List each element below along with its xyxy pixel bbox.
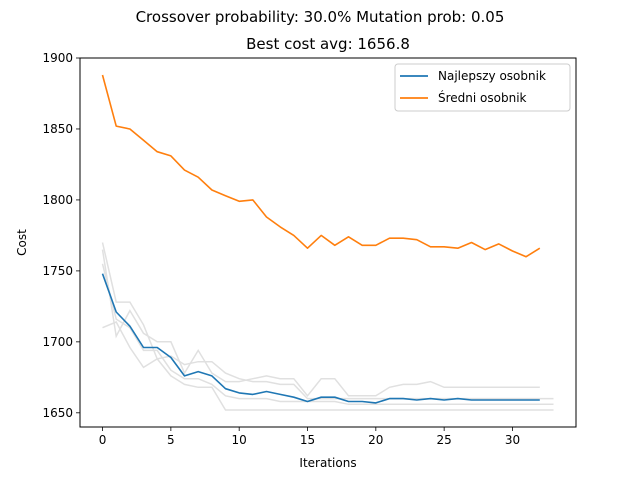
- legend-label: Najlepszy osobnik: [438, 69, 546, 83]
- series-line-best: [101, 273, 540, 404]
- x-tick-label: 0: [99, 433, 107, 447]
- plot-frame: [79, 57, 577, 428]
- y-tick-label: 1650: [42, 406, 73, 420]
- y-tick-label: 1900: [42, 51, 73, 65]
- x-axis: 0 5 10 15 20 25 30: [99, 427, 520, 447]
- y-tick-label: 1750: [42, 264, 73, 278]
- y-tick-label: 1800: [42, 193, 73, 207]
- x-tick-label: 20: [368, 433, 383, 447]
- background-run-line: [101, 242, 554, 400]
- y-axis-label: Cost: [15, 229, 29, 256]
- background-run-line: [102, 321, 554, 411]
- background-run-line: [101, 249, 540, 397]
- chart-title: Best cost avg: 1656.8: [246, 35, 410, 53]
- series-lines: [101, 74, 541, 404]
- y-tick-label: 1850: [42, 122, 73, 136]
- legend-label: Średni osobnik: [438, 90, 527, 105]
- x-tick-label: 25: [437, 433, 452, 447]
- background-runs: [101, 242, 554, 411]
- legend: Najlepszy osobnik Średni osobnik: [394, 63, 571, 112]
- x-tick-label: 30: [505, 433, 520, 447]
- series-line-average: [101, 74, 541, 258]
- x-tick-label: 10: [232, 433, 247, 447]
- x-axis-label: Iterations: [299, 456, 356, 470]
- legend-box: [394, 63, 571, 112]
- y-tick-label: 1700: [42, 335, 73, 349]
- x-tick-label: 5: [167, 433, 175, 447]
- x-tick-label: 15: [300, 433, 315, 447]
- chart-suptitle: Crossover probability: 30.0% Mutation pr…: [136, 8, 505, 26]
- background-run-line: [101, 263, 554, 406]
- y-axis: 1650 1700 1750 1800 1850 1900: [42, 51, 80, 420]
